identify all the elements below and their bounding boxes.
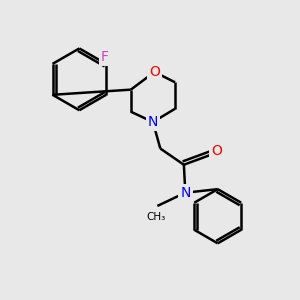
Text: F: F <box>100 50 109 64</box>
Text: O: O <box>149 65 160 79</box>
Text: N: N <box>148 115 158 129</box>
Text: O: O <box>211 144 222 158</box>
Text: N: N <box>180 186 190 200</box>
Text: CH₃: CH₃ <box>146 212 166 222</box>
